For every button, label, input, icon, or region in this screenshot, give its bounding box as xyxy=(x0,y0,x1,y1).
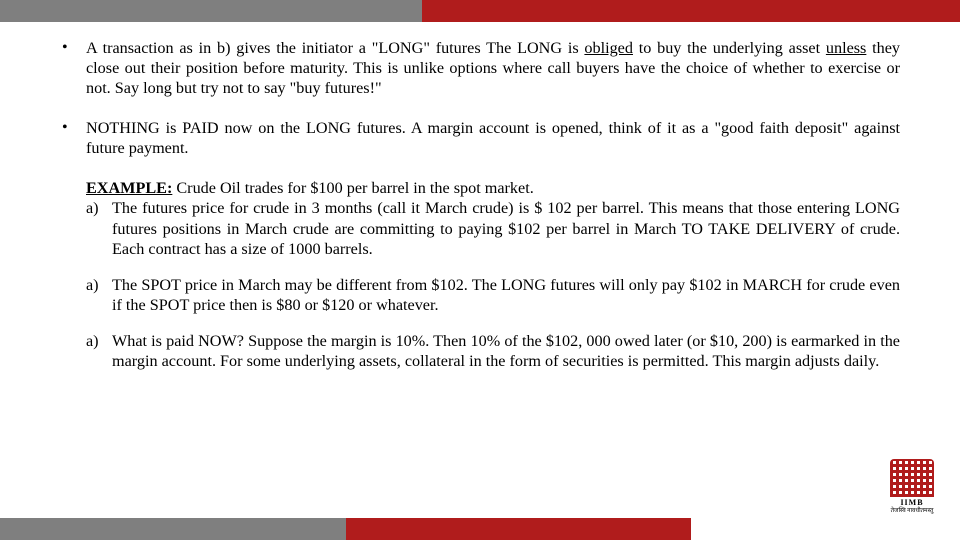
example-item-text: What is paid NOW? Suppose the margin is … xyxy=(112,332,900,370)
text-span: A transaction as in b) gives the initiat… xyxy=(86,39,584,57)
example-list: a) The futures price for crude in 3 mont… xyxy=(86,198,900,371)
bullet-text: NOTHING is PAID now on the LONG futures.… xyxy=(86,118,900,158)
slide: A transaction as in b) gives the initiat… xyxy=(0,0,960,540)
content-area: A transaction as in b) gives the initiat… xyxy=(60,38,900,387)
bottom-bar-white xyxy=(691,518,960,540)
example-item: a) The futures price for crude in 3 mont… xyxy=(86,198,900,258)
bullet-item: NOTHING is PAID now on the LONG futures.… xyxy=(60,118,900,158)
text-span: to buy the underlying asset xyxy=(633,39,826,57)
example-item: a) What is paid NOW? Suppose the margin … xyxy=(86,331,900,371)
list-marker: a) xyxy=(86,331,99,351)
example-item-text: The SPOT price in March may be different… xyxy=(112,276,900,314)
bottom-bar-red xyxy=(346,518,692,540)
bullet-text: A transaction as in b) gives the initiat… xyxy=(86,38,900,98)
top-bar-grey xyxy=(0,0,422,22)
bottom-bar-grey xyxy=(0,518,346,540)
example-intro-text: Crude Oil trades for $100 per barrel in … xyxy=(172,179,533,197)
example-item-text: The futures price for crude in 3 months … xyxy=(112,199,900,257)
list-marker: a) xyxy=(86,275,99,295)
example-block: EXAMPLE: Crude Oil trades for $100 per b… xyxy=(60,178,900,371)
top-bar-red xyxy=(422,0,960,22)
example-item: a) The SPOT price in March may be differ… xyxy=(86,275,900,315)
bottom-accent-bar xyxy=(0,518,960,540)
underline-span: obliged xyxy=(584,39,633,57)
bullet-list: A transaction as in b) gives the initiat… xyxy=(60,38,900,158)
example-heading: EXAMPLE: xyxy=(86,179,172,197)
underline-span: unless xyxy=(826,39,866,57)
institution-logo: IIMB तेजस्वि नावधीतमस्तु xyxy=(878,459,946,514)
logo-sub: तेजस्वि नावधीतमस्तु xyxy=(878,506,946,514)
bullet-item: A transaction as in b) gives the initiat… xyxy=(60,38,900,98)
top-accent-bar xyxy=(0,0,960,22)
logo-icon xyxy=(890,459,934,497)
list-marker: a) xyxy=(86,198,99,218)
example-intro: EXAMPLE: Crude Oil trades for $100 per b… xyxy=(86,178,900,198)
